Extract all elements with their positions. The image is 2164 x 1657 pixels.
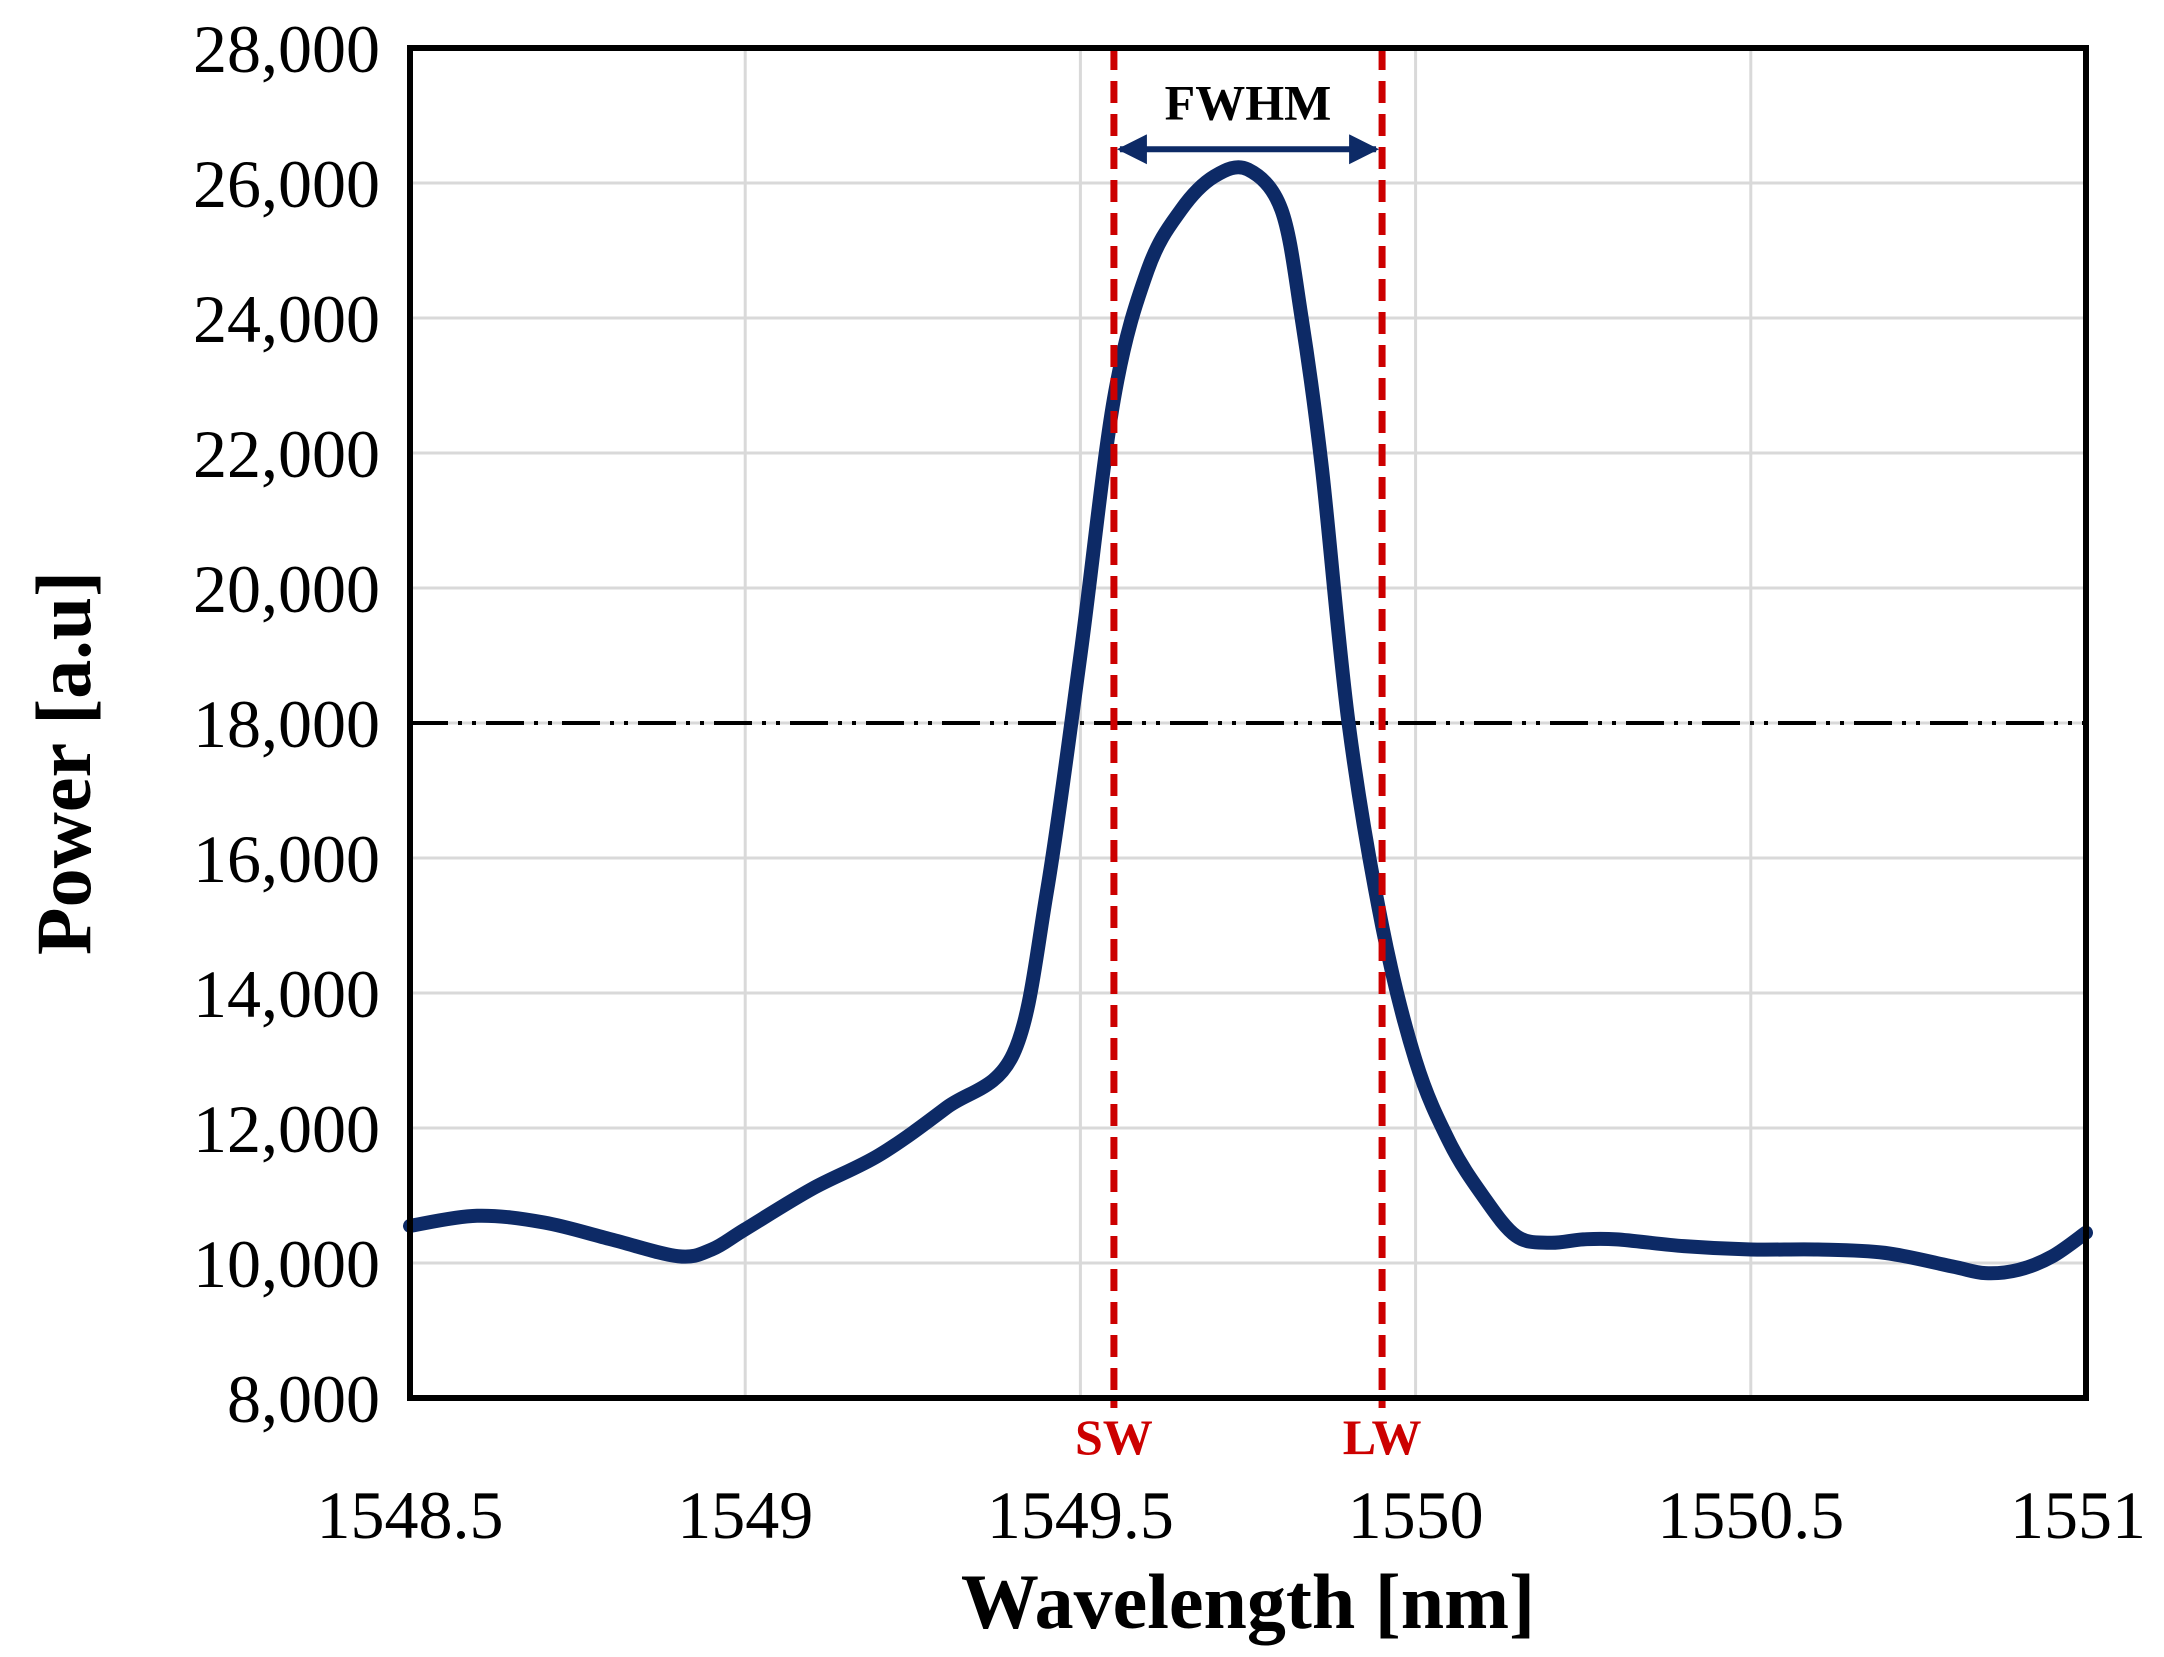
x-axis-ticks: 1548.5 1549 1549.5 1550 1550.5 1551 — [317, 1477, 2147, 1553]
plot-area-frame — [407, 45, 2089, 1401]
y-tick-label: 28,000 — [193, 11, 380, 87]
marker-label-lw: LW — [1343, 1409, 1422, 1465]
y-axis-ticks: 8,000 10,000 12,000 14,000 16,000 18,000 20,00… — [193, 11, 380, 1437]
x-tick-label: 1551 — [2010, 1477, 2146, 1553]
y-tick-label: 20,000 — [193, 551, 380, 627]
x-tick-label: 1549 — [677, 1477, 813, 1553]
y-tick-label: 16,000 — [193, 821, 380, 897]
y-axis-title: Power [a.u] — [20, 571, 107, 955]
y-tick-label: 8,000 — [227, 1361, 380, 1437]
y-tick-label: 18,000 — [193, 686, 380, 762]
x-axis-title: Wavelength [nm] — [961, 1558, 1535, 1645]
y-tick-label: 14,000 — [193, 956, 380, 1032]
x-tick-label: 1550 — [1348, 1477, 1484, 1553]
y-tick-label: 24,000 — [193, 281, 380, 357]
x-tick-label: 1549.5 — [987, 1477, 1174, 1553]
x-tick-label: 1550.5 — [1657, 1477, 1844, 1553]
y-tick-label: 22,000 — [193, 416, 380, 492]
spectrum-line — [403, 160, 2093, 1281]
x-tick-label: 1548.5 — [317, 1477, 504, 1553]
y-tick-label: 12,000 — [193, 1091, 380, 1167]
fwhm-label: FWHM — [1165, 74, 1332, 130]
y-tick-label: 26,000 — [193, 146, 380, 222]
y-tick-label: 10,000 — [193, 1226, 380, 1302]
wavelength-markers: SW LW — [1075, 48, 1421, 1465]
fwhm-annotation: FWHM — [1116, 74, 1380, 165]
marker-label-sw: SW — [1075, 1409, 1153, 1465]
